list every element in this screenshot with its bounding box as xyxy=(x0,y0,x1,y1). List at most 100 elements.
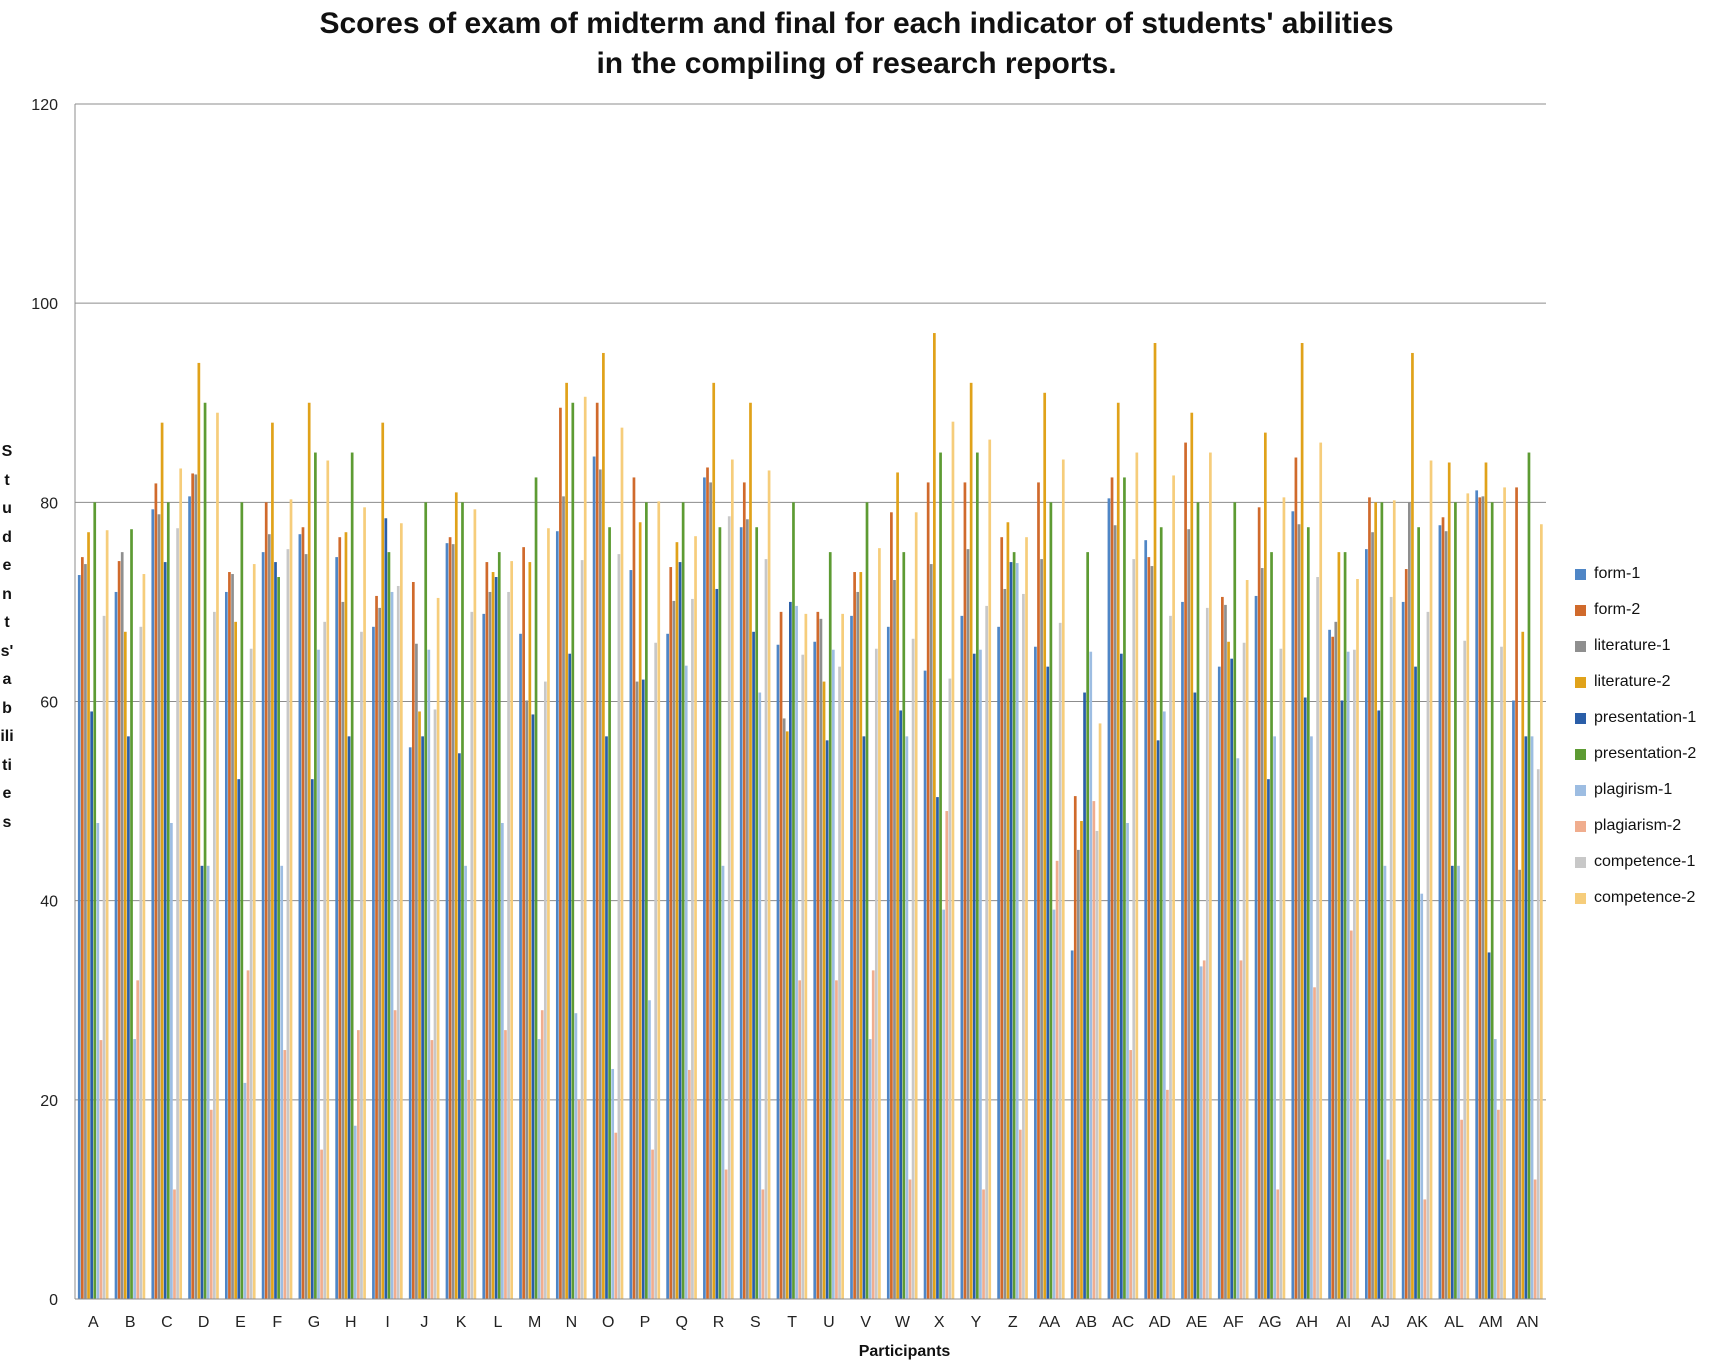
bar-literature-1-AG xyxy=(1260,568,1264,1299)
bar-competence-2-S xyxy=(767,470,771,1299)
bar-literature-1-H xyxy=(341,601,345,1299)
bar-plagiarism-2-G xyxy=(320,1149,323,1299)
bar-presentation-1-P xyxy=(641,679,645,1299)
bar-form-2-AK xyxy=(1404,569,1408,1299)
bar-presentation-2-AG xyxy=(1270,552,1273,1299)
bar-literature-2-AA xyxy=(1043,392,1047,1300)
bar-competence-2-J xyxy=(436,597,440,1299)
bar-literature-2-D xyxy=(197,362,201,1300)
bar-plagirism-1-AL xyxy=(1457,865,1460,1299)
y-tick-label: 100 xyxy=(31,296,58,313)
x-tick-label: B xyxy=(125,1314,136,1331)
bar-presentation-1-A xyxy=(90,711,93,1299)
bar-form-1-AK xyxy=(1401,601,1405,1299)
bar-plagirism-1-AE xyxy=(1199,966,1203,1299)
x-tick-label: C xyxy=(161,1314,173,1331)
bar-presentation-2-N xyxy=(571,402,575,1299)
bar-competence-1-M xyxy=(543,681,547,1299)
legend-swatch xyxy=(1575,820,1586,832)
bar-plagirism-1-K xyxy=(464,865,467,1299)
legend-swatch xyxy=(1575,676,1586,688)
bar-presentation-2-Z xyxy=(1012,552,1016,1299)
bar-competence-2-Q xyxy=(694,536,697,1299)
bar-presentation-1-AC xyxy=(1119,653,1123,1299)
legend-item-form-1: form-1 xyxy=(1575,556,1696,592)
bar-competence-1-V xyxy=(874,648,878,1299)
legend-label: plagiarism-2 xyxy=(1594,817,1682,834)
x-tick-label: AK xyxy=(1407,1314,1429,1331)
legend-swatch xyxy=(1575,856,1586,868)
bar-form-1-U xyxy=(813,641,817,1299)
bar-form-2-H xyxy=(338,537,342,1299)
x-tick-label: AI xyxy=(1336,1314,1351,1331)
legend-label: competence-2 xyxy=(1594,889,1696,906)
bar-form-2-AJ xyxy=(1368,497,1371,1300)
bar-plagirism-1-F xyxy=(280,865,284,1299)
bar-literature-2-X xyxy=(933,333,936,1300)
bar-form-2-K xyxy=(448,537,452,1299)
bar-presentation-2-Y xyxy=(975,452,979,1300)
bar-plagirism-1-AM xyxy=(1493,1039,1497,1299)
bar-plagiarism-2-E xyxy=(246,970,250,1299)
bar-competence-2-AN xyxy=(1540,524,1543,1299)
bar-presentation-1-H xyxy=(347,736,351,1299)
bar-competence-2-AK xyxy=(1429,460,1433,1300)
bar-presentation-2-D xyxy=(203,402,207,1299)
bar-form-1-X xyxy=(923,670,927,1299)
bar-competence-1-D xyxy=(213,611,216,1299)
bar-literature-2-T xyxy=(785,731,789,1299)
bar-literature-2-AC xyxy=(1116,402,1120,1299)
bar-competence-2-X xyxy=(951,421,955,1299)
bar-literature-2-AH xyxy=(1300,343,1304,1299)
bar-presentation-1-E xyxy=(237,779,241,1299)
bar-presentation-2-X xyxy=(939,452,942,1300)
bar-literature-1-G xyxy=(304,554,308,1299)
bar-presentation-1-AL xyxy=(1450,865,1454,1299)
bar-presentation-2-AK xyxy=(1417,527,1420,1299)
bar-presentation-1-AD xyxy=(1156,740,1160,1299)
bar-plagirism-1-G xyxy=(317,649,320,1299)
bar-literature-1-AD xyxy=(1150,566,1154,1299)
bar-form-1-Q xyxy=(666,633,669,1299)
bar-literature-2-AK xyxy=(1411,352,1414,1299)
bar-form-1-AA xyxy=(1034,646,1037,1299)
bar-plagirism-1-J xyxy=(427,649,431,1299)
bar-literature-1-N xyxy=(562,496,565,1299)
x-tick-label: V xyxy=(860,1314,871,1331)
legend-item-competence-2: competence-2 xyxy=(1575,880,1696,916)
bar-presentation-2-AJ xyxy=(1380,502,1384,1299)
bar-form-1-A xyxy=(77,575,81,1299)
bar-literature-2-AN xyxy=(1521,631,1525,1299)
bar-presentation-2-V xyxy=(865,502,869,1299)
bar-competence-1-K xyxy=(470,611,474,1299)
bar-competence-2-O xyxy=(620,427,624,1299)
bar-competence-1-AG xyxy=(1279,648,1283,1299)
bar-plagirism-1-AJ xyxy=(1383,865,1387,1299)
bar-competence-2-AM xyxy=(1503,487,1506,1299)
bar-form-2-AL xyxy=(1441,517,1445,1299)
legend-item-literature-2: literature-2 xyxy=(1575,664,1696,700)
bar-plagiarism-2-W xyxy=(908,1179,912,1299)
bar-literature-1-J xyxy=(415,643,418,1299)
bar-competence-1-Q xyxy=(691,598,694,1299)
x-tick-label: AN xyxy=(1516,1314,1538,1331)
bar-plagiarism-2-AF xyxy=(1239,960,1243,1299)
bar-competence-2-U xyxy=(841,613,844,1299)
bar-competence-2-Y xyxy=(988,439,992,1299)
bar-literature-1-R xyxy=(709,482,712,1300)
bar-plagirism-1-I xyxy=(390,591,394,1299)
bar-form-1-M xyxy=(519,633,522,1299)
chart-title-line-1: Scores of exam of midterm and final for … xyxy=(319,7,1394,40)
bar-presentation-1-Z xyxy=(1009,562,1013,1299)
bar-presentation-1-Y xyxy=(972,653,976,1299)
bar-form-2-AD xyxy=(1147,557,1151,1299)
bar-competence-2-N xyxy=(583,396,587,1299)
bar-plagirism-1-AN xyxy=(1530,736,1534,1299)
bar-literature-1-K xyxy=(451,544,455,1299)
x-tick-label: K xyxy=(456,1314,467,1331)
bar-plagirism-1-AH xyxy=(1310,736,1313,1299)
bar-form-2-AM xyxy=(1478,497,1482,1300)
bar-form-2-P xyxy=(632,477,636,1299)
x-tick-label: AA xyxy=(1039,1314,1061,1331)
bar-competence-1-S xyxy=(764,559,768,1299)
